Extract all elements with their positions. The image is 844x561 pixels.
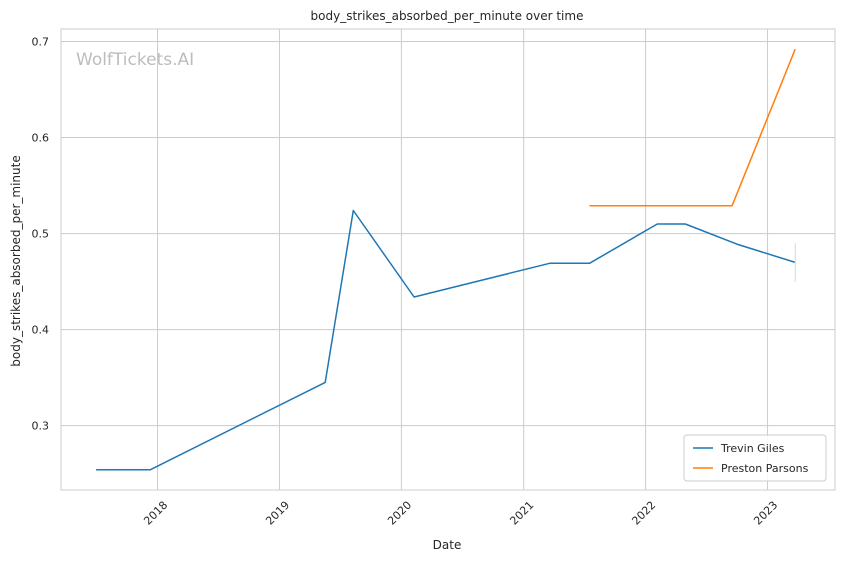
y-tick-labels: 0.3 0.4 0.5 0.6 0.7 (32, 35, 50, 432)
y-tick-label: 0.6 (32, 132, 50, 145)
series-line (96, 209, 796, 471)
y-tick-label: 0.3 (32, 420, 50, 433)
grid-lines (61, 29, 835, 490)
y-tick-label: 0.7 (32, 35, 50, 48)
y-tick-label: 0.4 (32, 324, 50, 337)
legend-box (683, 434, 827, 482)
x-tick-label: 2022 (629, 499, 658, 528)
chart-title: body_strikes_absorbed_per_minute over ti… (311, 9, 584, 23)
x-tick-label: 2018 (141, 499, 170, 528)
y-tick-label: 0.5 (32, 228, 50, 241)
x-tick-label: 2020 (385, 499, 414, 528)
series-line (589, 48, 796, 207)
x-tick-labels: 2018 2019 2020 2021 2022 2023 (141, 499, 780, 528)
y-axis-label: body_strikes_absorbed_per_minute (9, 155, 23, 366)
x-axis-label: Date (433, 538, 462, 552)
plot-area-frame (60, 28, 836, 491)
x-tick-label: 2019 (263, 499, 292, 528)
legend-entry: Trevin Giles (720, 442, 785, 455)
legend: Trevin Giles Preston Parsons (683, 434, 827, 482)
series-layer (96, 48, 796, 471)
watermark: WolfTickets.AI (76, 50, 194, 70)
legend-entry: Preston Parsons (721, 462, 809, 475)
x-tick-label: 2021 (507, 499, 536, 528)
x-tick-label: 2023 (751, 499, 780, 528)
